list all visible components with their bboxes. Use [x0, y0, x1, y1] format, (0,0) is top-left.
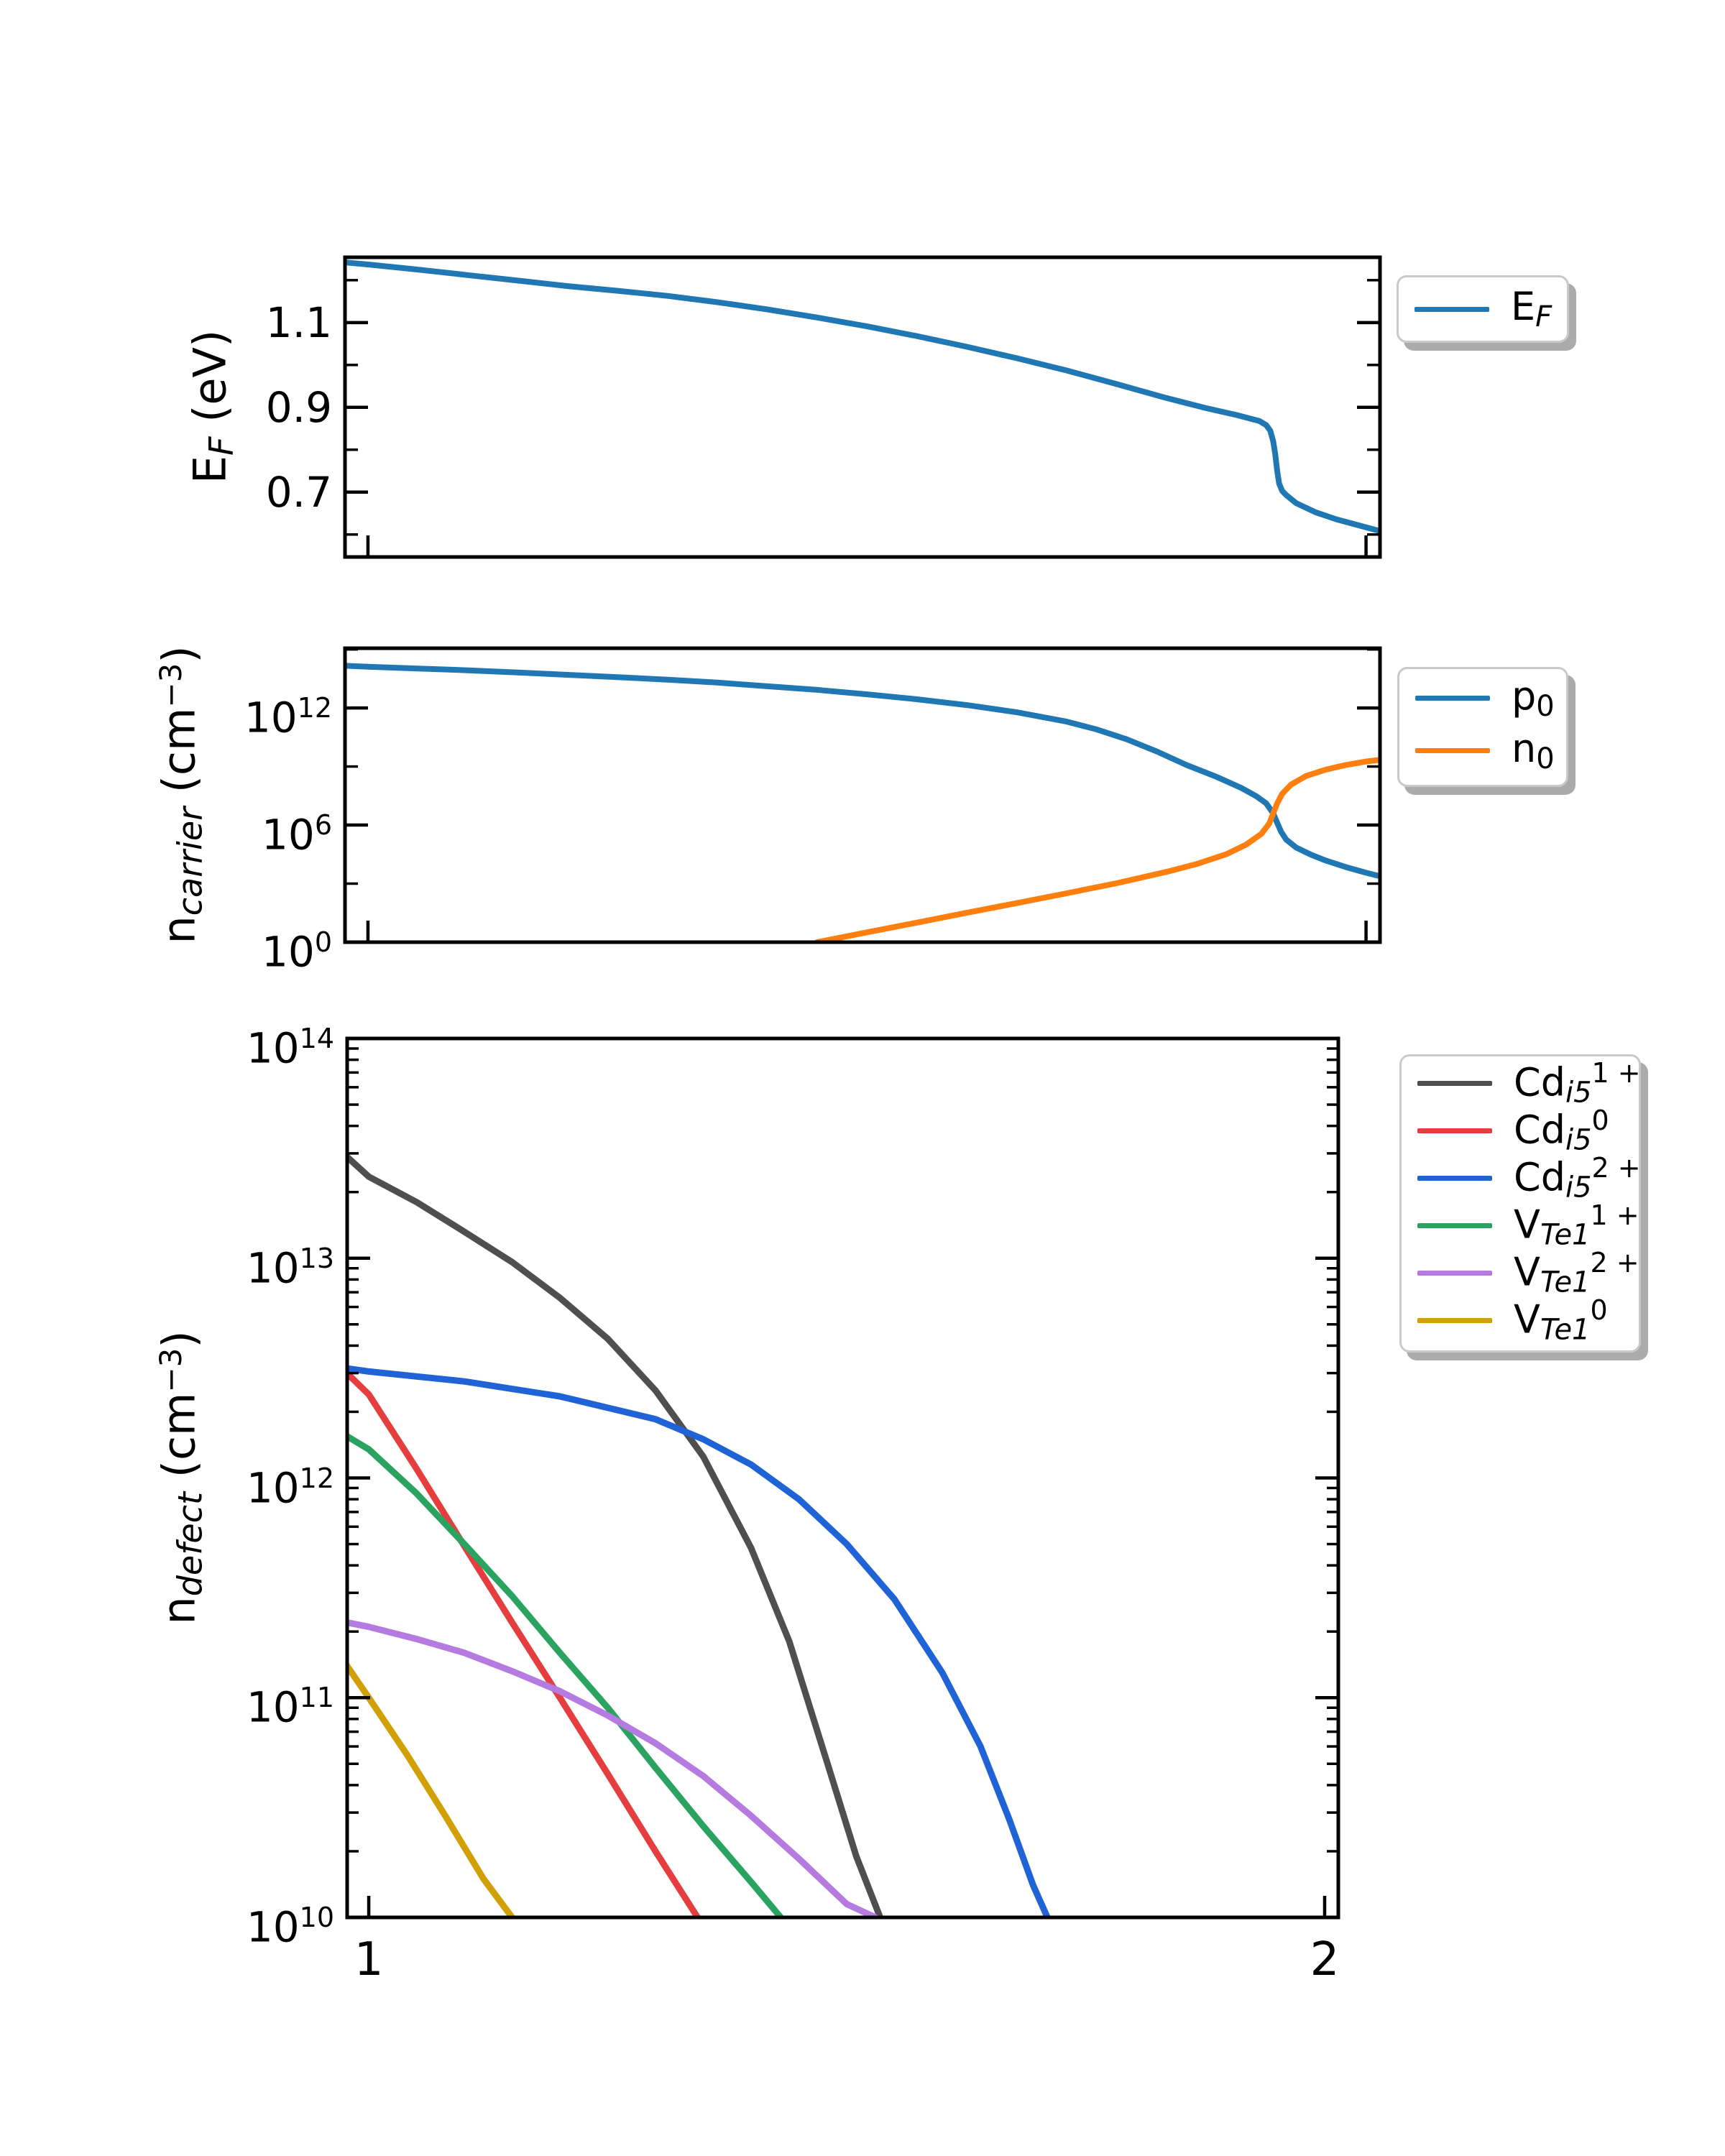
legend-label: VTe11 + — [1514, 1199, 1639, 1252]
y-tick-label: 1012 — [246, 1462, 334, 1512]
legend-item: Cdi50 — [1402, 1104, 1639, 1157]
legend-line-sample — [1417, 1128, 1492, 1133]
legend-line-sample — [1417, 1270, 1492, 1276]
legend-label: EF — [1511, 284, 1552, 334]
legend-item: p0 — [1399, 672, 1566, 724]
legend-item: VTe10 — [1402, 1294, 1639, 1347]
y-tick-label: 1012 — [244, 692, 332, 742]
y-tick-label: 106 — [262, 809, 332, 860]
legend-label: VTe12 + — [1514, 1246, 1639, 1299]
legend-line-sample — [1417, 1175, 1492, 1181]
x-tick-label: 1 — [354, 1933, 384, 1986]
legend-line-sample — [1417, 1222, 1492, 1228]
legend-label: n0 — [1512, 725, 1555, 776]
legend-item: EF — [1399, 284, 1552, 334]
legend-item: VTe12 + — [1402, 1246, 1639, 1299]
y-tick-label: 1013 — [246, 1242, 334, 1293]
legend-label: p0 — [1512, 673, 1555, 724]
legend-line-sample — [1414, 306, 1489, 312]
legend-ef: EF — [1397, 275, 1569, 343]
legend-carriers: p0 n0 — [1397, 667, 1568, 787]
y-tick-label: 0.9 — [265, 382, 332, 432]
legend-line-sample — [1415, 748, 1490, 753]
y-tick-label: 1014 — [246, 1023, 334, 1073]
legend-defects: Cdi51 + Cdi50 Cdi52 + VTe11 + VTe12 + VT… — [1399, 1054, 1641, 1353]
legend-line-sample — [1417, 1080, 1492, 1086]
y-tick-label: 1.1 — [265, 298, 332, 347]
y-tick-label: 100 — [262, 926, 332, 977]
y-tick-label: 1011 — [246, 1682, 334, 1732]
legend-label: VTe10 — [1514, 1294, 1608, 1347]
legend-label: Cdi51 + — [1514, 1056, 1641, 1110]
legend-item: Cdi52 + — [1402, 1151, 1641, 1204]
legend-label: Cdi50 — [1514, 1104, 1609, 1157]
y-tick-label: 1010 — [246, 1902, 334, 1952]
legend-item: Cdi51 + — [1402, 1056, 1641, 1110]
legend-line-sample — [1417, 1317, 1492, 1323]
y-tick-label: 0.7 — [265, 467, 332, 517]
legend-label: Cdi52 + — [1514, 1151, 1641, 1204]
legend-item: VTe11 + — [1402, 1199, 1639, 1252]
x-tick-label: 2 — [1310, 1933, 1340, 1986]
legend-item: n0 — [1399, 724, 1566, 777]
legend-line-sample — [1415, 696, 1490, 701]
